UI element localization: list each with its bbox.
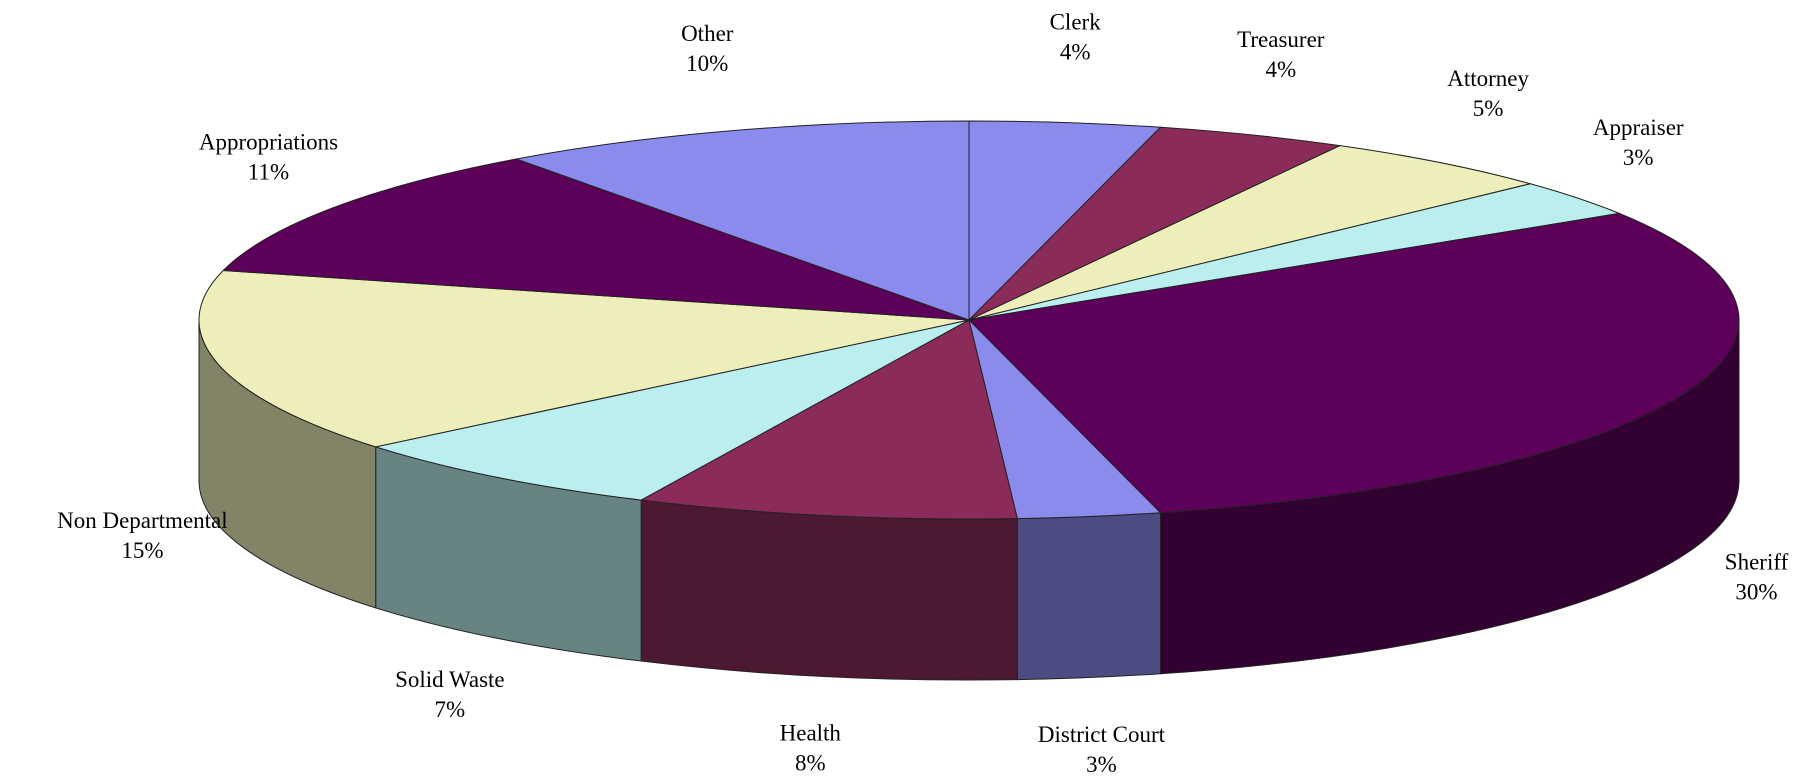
slice-label: District Court: [1038, 722, 1166, 747]
slice-value-label: 7%: [435, 697, 466, 722]
slice-label: Attorney: [1447, 66, 1529, 91]
slice-label: Clerk: [1050, 10, 1102, 35]
slice: [222, 158, 970, 321]
slice-value-label: 10%: [686, 51, 728, 76]
slice-label: Treasurer: [1237, 27, 1325, 52]
slice-wall: [1016, 512, 1161, 681]
slice-wall: [640, 499, 1018, 681]
slice: [639, 319, 1018, 520]
slice: [968, 120, 1162, 322]
slice: [968, 145, 1533, 321]
slice-value-label: 15%: [121, 538, 163, 563]
slice-label: Health: [780, 721, 842, 746]
slice: [514, 120, 970, 321]
slice-label: Non Departmental: [57, 508, 228, 533]
slice-label: Sheriff: [1725, 550, 1789, 575]
slice: [198, 269, 970, 448]
slice: [967, 212, 1740, 514]
slice-value-label: 4%: [1265, 57, 1296, 82]
slice: [373, 319, 970, 501]
slice-value-label: 3%: [1623, 145, 1654, 170]
slice-value-label: 5%: [1473, 96, 1504, 121]
slice-value-label: 8%: [795, 751, 826, 776]
slice: [968, 126, 1342, 321]
slice-label: Appropriations: [199, 129, 338, 154]
slice-value-label: 30%: [1735, 580, 1777, 605]
slice-label: Other: [681, 21, 734, 46]
slice-value-label: 3%: [1086, 752, 1117, 777]
slice-label: Appraiser: [1593, 115, 1684, 140]
slice-value-label: 4%: [1060, 40, 1091, 65]
slice-value-label: 11%: [248, 159, 289, 184]
slice-label: Solid Waste: [395, 667, 505, 692]
